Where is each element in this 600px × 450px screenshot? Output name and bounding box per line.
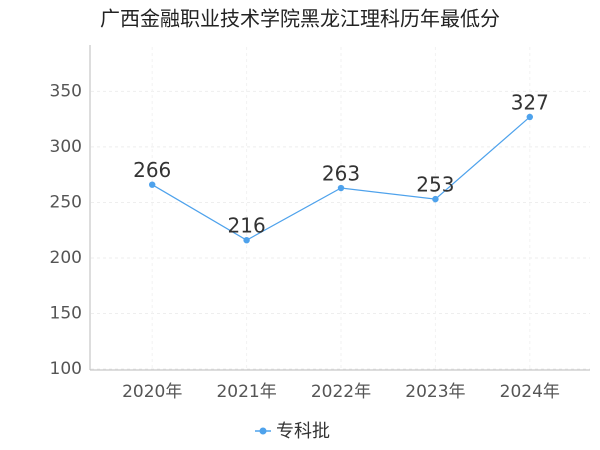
legend-label: 专科批 (276, 421, 330, 442)
x-tick-label: 2022年 (311, 382, 371, 402)
data-point (149, 181, 156, 188)
data-label: 327 (511, 90, 549, 114)
x-tick-label: 2021年 (216, 382, 276, 402)
data-point (337, 184, 345, 192)
x-tick-label: 2020年 (122, 382, 182, 402)
y-tick-label: 350 (50, 81, 82, 101)
chart-title: 广西金融职业技术学院黑龙江理科历年最低分 (100, 7, 500, 31)
x-tick-label: 2024年 (500, 382, 560, 402)
y-tick-label: 100 (50, 359, 82, 379)
data-point (432, 195, 439, 203)
y-tick-label: 250 (50, 192, 82, 212)
data-label: 216 (228, 214, 266, 238)
data-label: 266 (133, 158, 171, 182)
data-point (243, 237, 250, 244)
y-tick-label: 200 (50, 248, 82, 268)
data-label: 263 (322, 162, 360, 186)
x-tick-label: 2023年 (405, 382, 465, 402)
legend-marker (259, 427, 267, 435)
y-tick-label: 300 (50, 137, 82, 157)
data-label: 253 (416, 173, 454, 197)
y-tick-label: 150 (50, 303, 82, 323)
data-point (526, 113, 533, 121)
